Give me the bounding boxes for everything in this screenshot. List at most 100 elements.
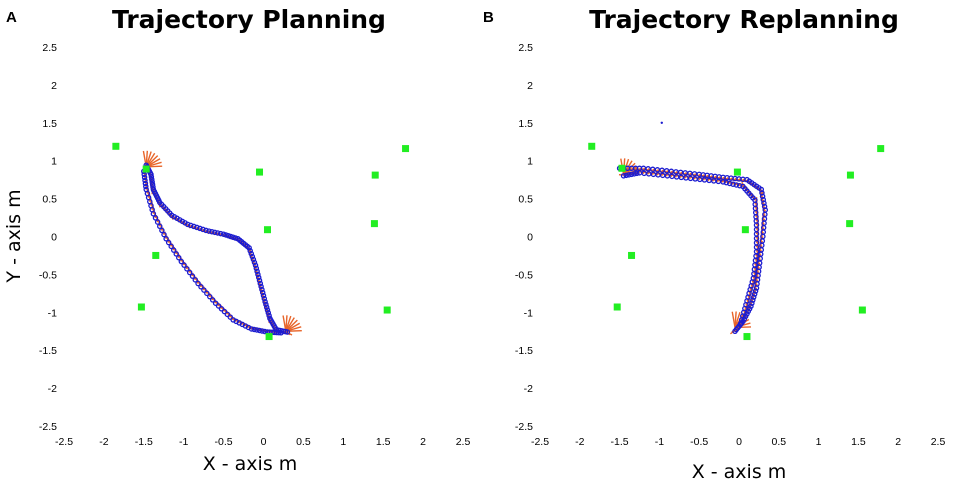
panel-b-xtick-label: 0 xyxy=(736,436,742,448)
panel-a-path-point xyxy=(263,304,270,310)
panel-b-path-point xyxy=(756,260,763,266)
panel-a-path-point xyxy=(262,328,268,335)
panel-b-path-point xyxy=(758,247,765,253)
panel-a-path-point xyxy=(207,293,213,300)
panel-a-title: Trajectory Planning xyxy=(112,5,386,34)
panel-a-path-point xyxy=(251,259,258,266)
panel-b-landmark xyxy=(858,306,866,314)
panel-a-path-point xyxy=(250,256,257,263)
panel-a-landmark xyxy=(265,333,273,341)
panel-b-landmark xyxy=(733,168,741,176)
panel-a-path-point xyxy=(189,273,196,279)
panel-a-path-point xyxy=(248,250,255,257)
panel-b-xtick-label: -2.5 xyxy=(531,436,549,448)
panel-a-ytick-label: 1.5 xyxy=(42,118,57,130)
panel-a-ticks: 2.5 2 1.5 1 0.5 0 -0.5 -1 -1.5 -2 -2.5 -2.5 -2 -1.5 -1… xyxy=(39,42,471,448)
panel-b-path-point xyxy=(655,172,661,178)
panel-b-xtick-label: 1 xyxy=(816,436,822,448)
panel-a-path-point xyxy=(252,262,259,269)
panel-a-ytick-label: -1 xyxy=(48,307,57,319)
panel-b-path-point xyxy=(753,285,760,291)
panel-a-path-point xyxy=(265,310,272,316)
panel-b-path-point xyxy=(754,276,761,283)
panel-a-path-point xyxy=(157,223,163,230)
panel-a-label: A xyxy=(6,9,17,26)
panel-a-path-point xyxy=(253,265,260,272)
panel-b-ytick-label: -0.5 xyxy=(515,269,533,281)
panel-b-title: Trajectory Replanning xyxy=(589,5,899,34)
panel-b-landmark xyxy=(588,142,596,150)
panel-b-ytick-label: -1 xyxy=(524,307,533,319)
panel-a-path-point xyxy=(184,266,190,272)
panel-b-path-point xyxy=(759,193,766,200)
panel-a-ytick-label: -1.5 xyxy=(39,345,57,357)
panel-a-ytick-label: 2 xyxy=(51,80,57,92)
panel-a-path-point xyxy=(261,295,268,302)
panel-a-path-point xyxy=(143,183,149,190)
panel-b-landmark xyxy=(846,171,854,179)
panel-a-path-point xyxy=(186,269,193,276)
panel-a-path-point xyxy=(217,230,224,237)
panel-b-path-point xyxy=(634,170,640,177)
panel-a-path-point xyxy=(152,215,159,221)
panel-a-path-point xyxy=(215,303,222,309)
panel-b-path-point xyxy=(740,183,746,190)
panel-a-path-point xyxy=(161,231,167,238)
panel-b-landmark xyxy=(743,333,751,341)
panel-b-path-point xyxy=(732,328,738,334)
panel-a-landmark xyxy=(137,303,145,311)
panel-a-path-point xyxy=(247,248,253,254)
panel-a-xtick-label: 1.5 xyxy=(376,436,391,448)
panel-b-path-point xyxy=(761,200,767,206)
panel-a-path-point xyxy=(198,284,204,290)
panel-b-landmark xyxy=(846,220,854,228)
panel-a-path-point xyxy=(259,328,265,334)
panel-a-ytick-label: 2.5 xyxy=(42,42,57,54)
panel-a-xtick-label: -1 xyxy=(179,436,188,448)
panel-b-path-point xyxy=(760,196,767,203)
panel-a-path-point xyxy=(148,174,155,180)
panel-a-path-point xyxy=(204,290,210,297)
panel-a-xtick-label: -2 xyxy=(99,436,108,448)
panel-a-path-point xyxy=(178,258,185,265)
panel-a-path-point xyxy=(257,280,264,287)
panel-b-ytick-label: -1.5 xyxy=(515,345,533,357)
panel-b-path-point xyxy=(758,251,764,257)
panel-a-path-point xyxy=(168,243,174,250)
panel-a-landmark xyxy=(152,251,160,259)
panel-a-path-point xyxy=(165,239,172,246)
panel-a-xtick-label: 0 xyxy=(261,436,267,448)
panel-a-landmark xyxy=(383,306,391,314)
panel-b-path-point xyxy=(749,300,755,306)
panel-b-path-point xyxy=(697,176,703,183)
panel-a-ytick-label: 1 xyxy=(51,156,57,168)
panel-b-xtick-label: -1.5 xyxy=(611,436,629,448)
panel-b-path-point xyxy=(669,173,675,180)
panel-b-path-point xyxy=(733,182,740,188)
panel-b-path-point xyxy=(750,294,757,300)
panel-a-path-point xyxy=(154,219,161,225)
panel-a-landmark xyxy=(402,145,410,153)
panel-a-path-point xyxy=(251,326,257,333)
panel-a-path-point xyxy=(214,230,221,236)
panel-a-path-point xyxy=(259,289,266,296)
panel-a-path-point xyxy=(230,317,236,323)
panel-a-landmark xyxy=(370,220,378,228)
panel-b-path-point xyxy=(758,186,765,193)
panel-a-xtick-label: -1.5 xyxy=(135,436,153,448)
panel-a-path-point xyxy=(181,262,187,268)
panel-b-path-point xyxy=(730,181,736,187)
panel-a-xlabel: X - axis m xyxy=(203,453,298,475)
panel-a-ytick-label: -0.5 xyxy=(39,269,57,281)
panel-b-path-point xyxy=(620,173,627,179)
panel-b-ytick-label: 0 xyxy=(527,232,533,244)
panel-b-ytick-label: 0.5 xyxy=(518,194,533,206)
panel-a-path-point xyxy=(209,297,216,303)
panel-b-xtick-label: 1.5 xyxy=(851,436,866,448)
panel-b-path-point xyxy=(756,264,762,270)
panel-a-ytick-label: -2 xyxy=(48,383,57,395)
panel-a-path-point xyxy=(284,329,291,335)
panel-a-path-point xyxy=(227,314,233,320)
panel-a-path-point xyxy=(197,225,203,232)
